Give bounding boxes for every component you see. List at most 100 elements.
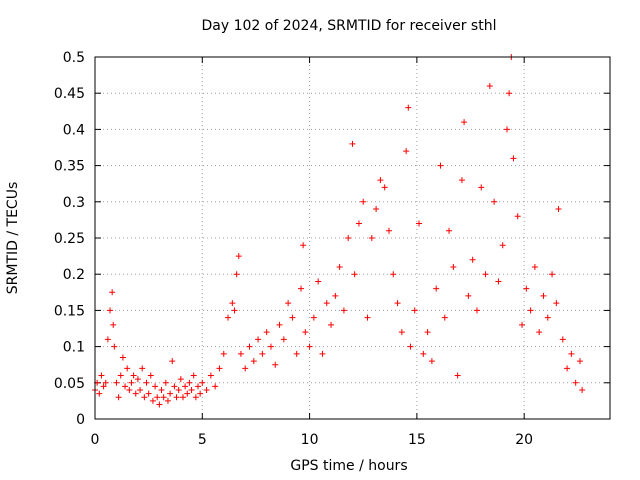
y-tick-label: 0.3 — [63, 195, 85, 211]
data-point — [173, 394, 180, 401]
data-point — [310, 314, 317, 321]
data-point — [351, 271, 358, 278]
data-point — [98, 372, 105, 379]
data-point — [368, 235, 375, 241]
data-point — [527, 307, 534, 314]
data-point — [381, 184, 388, 191]
data-point — [469, 256, 476, 263]
data-point — [231, 307, 238, 314]
data-point — [340, 307, 347, 314]
data-point — [229, 300, 236, 307]
data-point — [495, 278, 502, 285]
data-point — [506, 90, 513, 97]
data-point — [139, 365, 146, 372]
data-point — [149, 397, 156, 404]
x-tick-label: 5 — [198, 432, 207, 448]
data-point — [536, 329, 543, 336]
data-point — [364, 314, 371, 321]
data-point — [555, 206, 562, 213]
data-point — [461, 119, 468, 126]
data-point — [117, 372, 124, 379]
data-point — [540, 292, 547, 299]
data-point — [519, 321, 526, 328]
data-point — [242, 365, 249, 372]
data-point — [289, 314, 296, 321]
data-point — [510, 155, 517, 162]
data-point — [225, 314, 232, 321]
data-point — [579, 387, 586, 394]
data-point — [523, 285, 530, 292]
data-point — [559, 336, 566, 343]
data-point — [390, 271, 397, 278]
x-axis-label: GPS time / hours — [290, 458, 407, 474]
data-point — [203, 387, 210, 394]
data-point — [298, 285, 304, 292]
data-point — [130, 372, 137, 379]
data-point — [336, 263, 343, 270]
y-tick-label: 0.35 — [54, 159, 85, 175]
data-point — [411, 307, 418, 314]
y-tick-label: 0.25 — [54, 231, 85, 247]
data-point — [104, 336, 111, 343]
data-point — [110, 321, 117, 328]
data-point — [544, 314, 551, 321]
data-point — [300, 242, 307, 249]
data-point — [437, 162, 444, 169]
data-point — [237, 350, 244, 357]
data-point — [486, 82, 493, 89]
y-tick-label: 0.1 — [63, 340, 85, 356]
data-point — [164, 397, 171, 404]
data-point — [482, 271, 489, 278]
data-point — [220, 350, 227, 357]
data-point — [186, 379, 193, 386]
data-point — [568, 350, 575, 357]
data-point — [504, 126, 510, 133]
data-point — [332, 292, 339, 299]
data-point — [531, 263, 538, 270]
data-point — [407, 343, 414, 350]
data-point — [576, 358, 583, 365]
data-point — [454, 372, 461, 379]
data-point — [323, 300, 330, 307]
data-point — [499, 242, 506, 249]
data-point — [441, 314, 448, 321]
data-point — [285, 300, 292, 307]
data-point — [152, 383, 159, 390]
data-point — [126, 387, 133, 394]
data-point — [572, 379, 579, 386]
data-point — [102, 379, 109, 386]
data-point — [115, 394, 122, 401]
data-point — [319, 350, 326, 357]
y-tick-label: 0.2 — [63, 267, 85, 283]
data-point — [424, 329, 431, 336]
data-point — [235, 253, 242, 260]
data-point — [107, 307, 114, 314]
data-point — [122, 383, 129, 390]
data-point — [143, 379, 150, 386]
data-point — [134, 376, 141, 383]
data-point — [216, 365, 223, 372]
data-point — [267, 343, 274, 350]
data-point — [100, 383, 107, 390]
data-point — [111, 343, 118, 350]
x-tick-label: 15 — [408, 432, 426, 448]
data-point — [124, 365, 131, 372]
y-tick-label: 0.15 — [54, 303, 85, 319]
data-point — [177, 376, 184, 383]
data-point — [188, 387, 195, 394]
data-point — [450, 263, 457, 270]
data-point — [458, 177, 465, 184]
data-point — [416, 220, 423, 227]
data-point — [192, 394, 199, 401]
y-axis-label: SRMTID / TECUs — [5, 182, 21, 295]
data-point — [169, 358, 176, 365]
data-point — [263, 329, 270, 336]
data-point — [315, 278, 322, 285]
data-point — [398, 329, 405, 336]
data-point — [377, 177, 384, 184]
data-point — [197, 390, 204, 397]
data-point — [385, 227, 392, 234]
data-point — [128, 379, 135, 386]
data-point — [160, 394, 167, 401]
